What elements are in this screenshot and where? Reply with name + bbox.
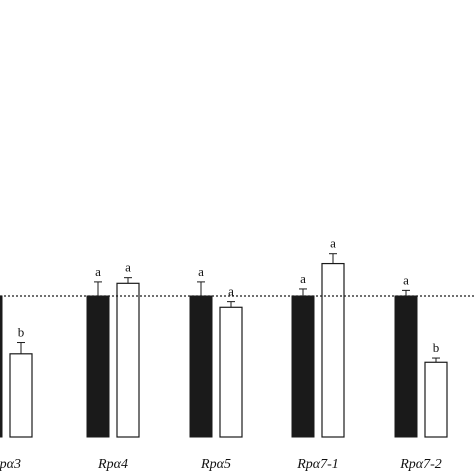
category-label-0: Rpα3: [0, 457, 21, 472]
significance-letter-0-1: a: [95, 264, 101, 279]
category-label-4: Rpα7-2: [399, 457, 442, 472]
significance-letter-1-0: b: [18, 325, 25, 340]
bar-control-1: [86, 295, 110, 438]
bars-layer: [0, 262, 448, 438]
bar-treatment-1: [116, 282, 140, 438]
significance-letter-1-4: b: [433, 340, 440, 355]
bar-control-0: [0, 295, 3, 438]
significance-letter-0-3: a: [300, 271, 306, 286]
error-bars-layer: [17, 253, 440, 363]
category-label-3: Rpα7-1: [296, 457, 339, 472]
bar-treatment-0: [9, 353, 33, 438]
bar-control-3: [291, 295, 315, 438]
category-label-2: Rpα5: [200, 457, 231, 472]
significance-letters-layer: b a a a a a a a b: [18, 236, 440, 355]
significance-letter-1-1: a: [125, 260, 131, 275]
bar-control-2: [189, 295, 213, 438]
bar-control-4: [394, 295, 418, 438]
category-labels-layer: Rpα3 Rpα4 Rpα5 Rpα7-1 Rpα7-2: [0, 457, 442, 472]
bar-treatment-2: [219, 306, 243, 438]
significance-letter-0-2: a: [198, 264, 204, 279]
category-label-1: Rpα4: [97, 457, 128, 472]
significance-letter-1-2: a: [228, 284, 234, 299]
significance-letter-0-4: a: [403, 272, 409, 287]
bar-treatment-3: [321, 262, 345, 438]
significance-letter-1-3: a: [330, 236, 336, 251]
bar-treatment-4: [424, 361, 448, 438]
